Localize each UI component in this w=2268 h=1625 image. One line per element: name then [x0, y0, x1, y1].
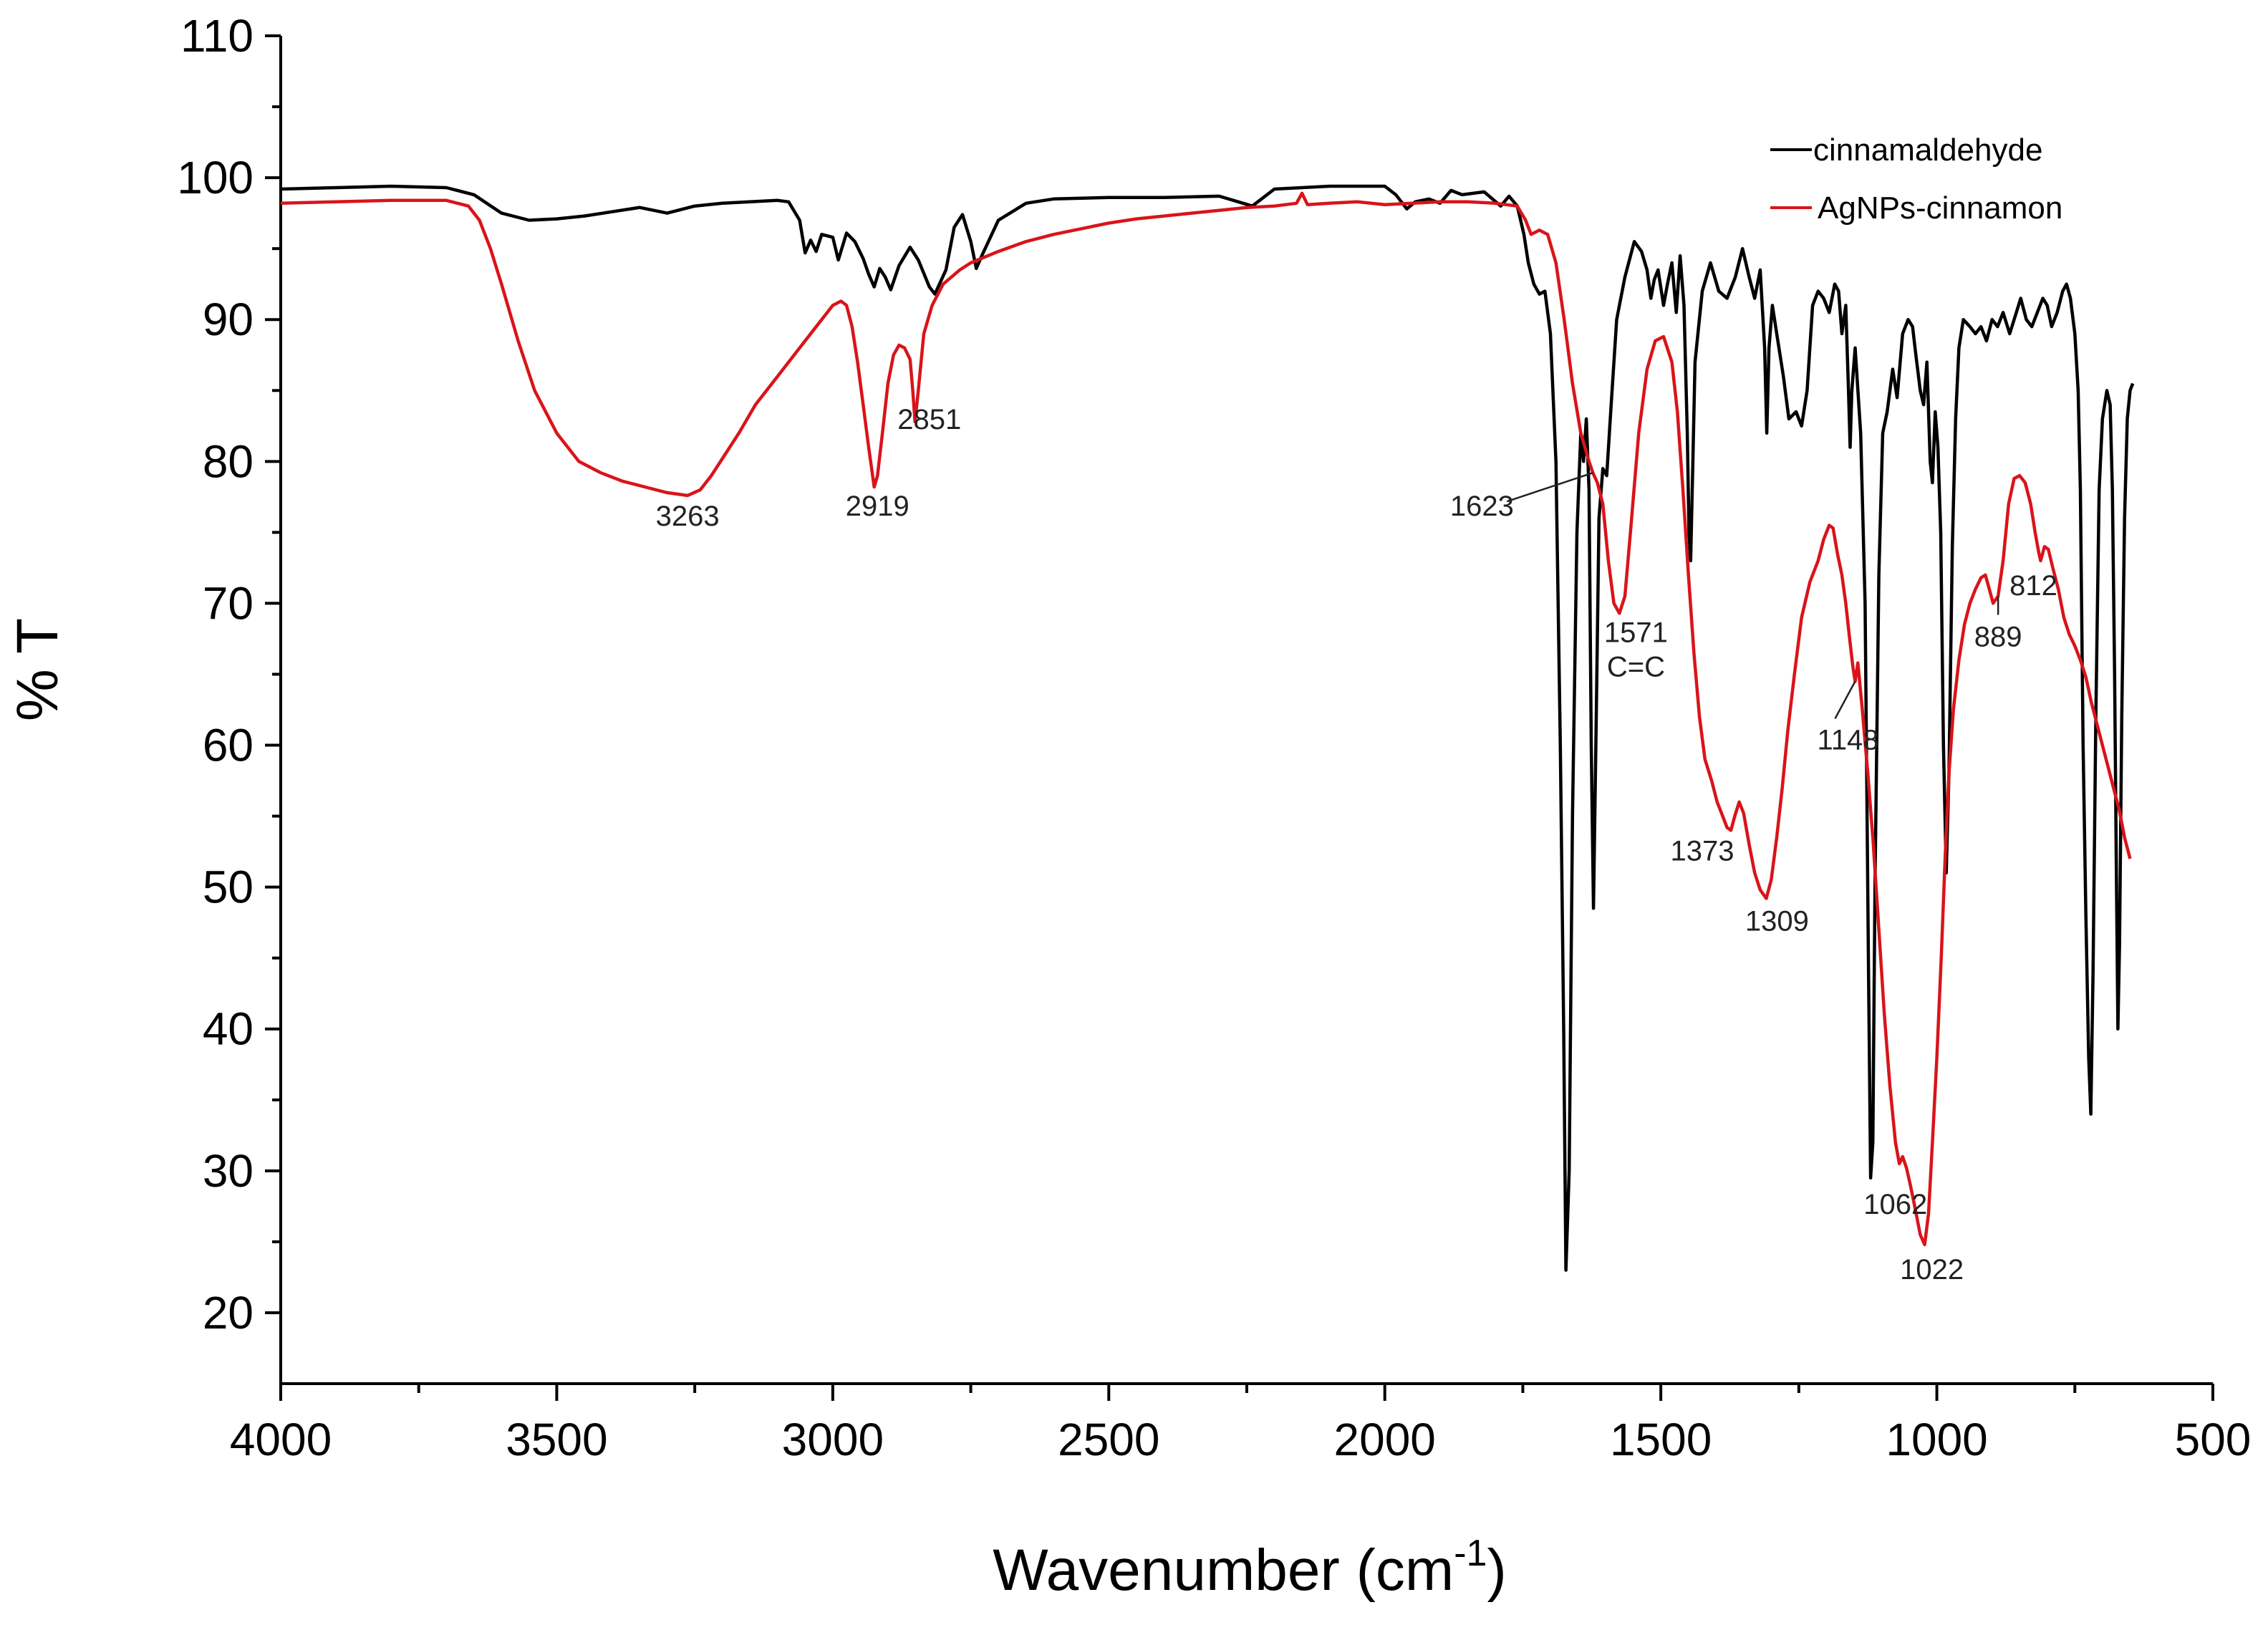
- x-tick-label: 2500: [1058, 1414, 1159, 1465]
- x-axis-title-main: Wavenumber (cm: [993, 1538, 1454, 1603]
- x-tick-label: 1000: [1886, 1414, 1987, 1465]
- peak-label: 1062: [1863, 1189, 1927, 1220]
- y-axis-title: % T: [5, 618, 70, 721]
- x-axis-title-close: ): [1487, 1538, 1506, 1603]
- peak-leader-line: [1834, 680, 1856, 719]
- series-line-agnps-cinnamon: [280, 191, 2132, 1247]
- legend-label-cinnamaldehyde: cinnamaldehyde: [1813, 132, 2042, 168]
- legend: cinnamaldehyde AgNPs-cinnamon: [1770, 132, 2062, 226]
- peak-label: 1148: [1817, 724, 1878, 756]
- peak-label: 1373: [1671, 835, 1734, 867]
- y-tick-label: 60: [203, 720, 254, 771]
- x-tick-label: 1500: [1610, 1414, 1712, 1465]
- peak-label: 3263: [656, 501, 720, 532]
- x-tick-label: 3000: [782, 1414, 884, 1465]
- peak-label: 1623: [1450, 491, 1514, 522]
- peak-leader-line: [1506, 471, 1593, 503]
- y-tick-label: 50: [203, 862, 254, 913]
- peak-label: 889: [1974, 622, 2022, 653]
- y-tick-label: 70: [203, 577, 254, 629]
- x-axis-title-superscript: -1: [1454, 1533, 1487, 1574]
- series-group: [280, 184, 2135, 1272]
- x-tick-label: 4000: [230, 1414, 332, 1465]
- peak-label: 1571: [1604, 617, 1668, 648]
- y-tick-label: 90: [203, 294, 254, 345]
- peak-label: C=C: [1607, 651, 1665, 683]
- series-line-cinnamaldehyde: [280, 184, 2135, 1272]
- peak-label: 2919: [846, 491, 909, 522]
- peak-label: 812: [2009, 570, 2057, 602]
- peak-label: 1309: [1745, 905, 1809, 937]
- y-tick-label: 100: [177, 152, 254, 203]
- x-tick-label: 2000: [1334, 1414, 1436, 1465]
- peak-label: 1022: [1900, 1254, 1964, 1286]
- legend-label-agnps: AgNPs-cinnamon: [1818, 191, 2062, 226]
- y-tick-label: 40: [203, 1003, 254, 1055]
- y-tick-label: 20: [203, 1287, 254, 1339]
- x-tick-label: 500: [2175, 1414, 2252, 1465]
- axes: 20 30 40 50 60 70 80 90 100 110 4000 3500 3000 2500 20…: [177, 10, 2251, 1465]
- y-tick-label: 80: [203, 435, 254, 487]
- peak-label: 2851: [897, 404, 961, 435]
- x-tick-label: 3500: [506, 1414, 607, 1465]
- x-axis-title: Wavenumber (cm-1): [993, 1533, 1507, 1603]
- y-tick-label: 110: [180, 10, 254, 62]
- y-tick-label: 30: [203, 1145, 254, 1197]
